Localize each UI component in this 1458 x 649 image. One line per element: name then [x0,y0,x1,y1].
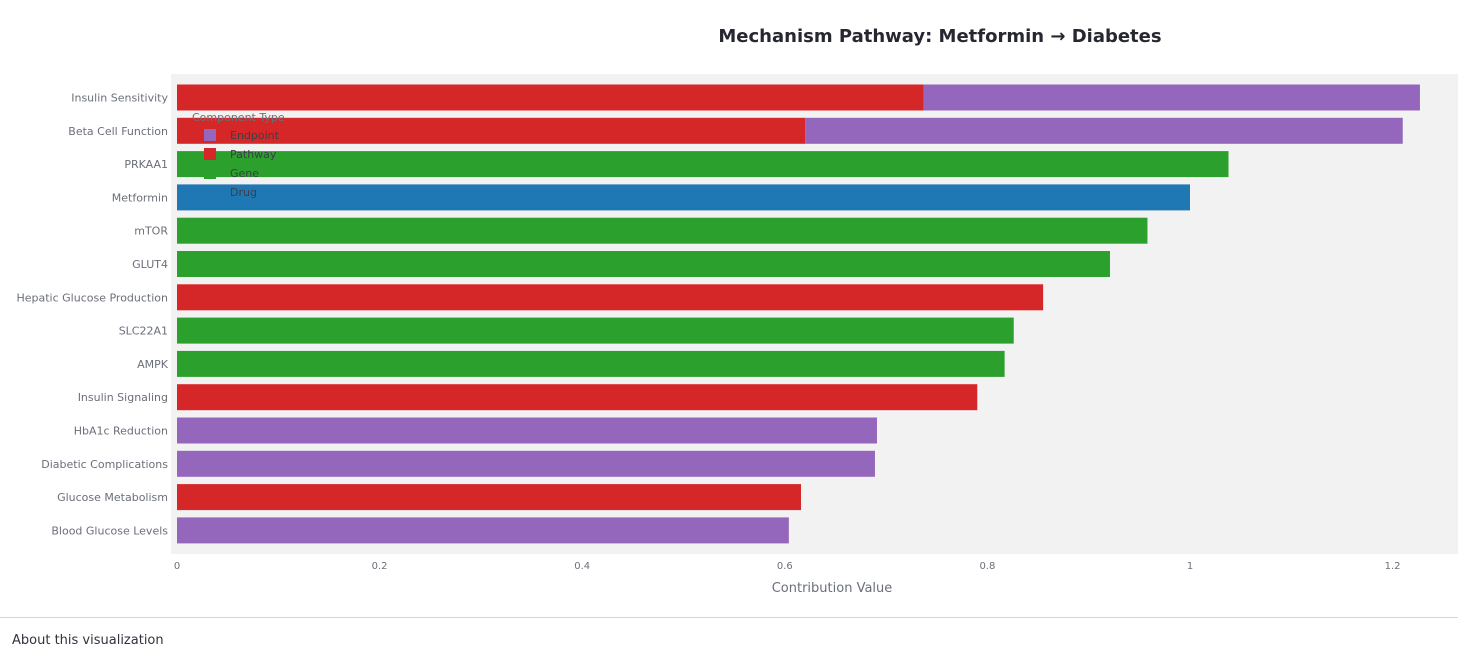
x-tick-label: 0 [174,561,180,572]
x-tick-label: 0.8 [979,561,995,572]
bar-hba1c-reduction-endpoint[interactable] [177,417,877,444]
legend-label-drug[interactable]: Drug [230,186,257,199]
legend-swatch-pathway[interactable] [204,148,216,160]
legend[interactable]: Component Type Endpoint Pathway Gene Drug [192,111,285,199]
bars [177,84,1420,544]
x-tick-label: 0.4 [574,561,590,572]
y-axis-tick-labels: Insulin Sensitivity Beta Cell Function PRK… [16,92,168,538]
bar-insulin-signaling-pathway[interactable] [177,384,978,411]
bar-beta-cell-function-endpoint[interactable] [805,117,1403,144]
x-tick-label: 1 [1187,561,1193,572]
bar-beta-cell-function-pathway[interactable] [177,117,806,144]
y-tick-label: Insulin Sensitivity [71,92,168,105]
y-tick-label: Metformin [112,191,168,204]
x-tick-label: 1.2 [1385,561,1401,572]
chart-title: Mechanism Pathway: Metformin → Diabetes [718,26,1161,47]
y-tick-label: GLUT4 [132,258,168,271]
bar-glucose-metabolism-pathway[interactable] [177,484,802,511]
bar-mtor-gene[interactable] [177,217,1148,244]
x-tick-label: 0.6 [777,561,793,572]
bar-insulin-sensitivity-pathway[interactable] [177,84,924,111]
bar-blood-glucose-levels-endpoint[interactable] [177,517,789,544]
legend-swatch-endpoint[interactable] [204,129,216,141]
about-visualization-expander[interactable]: About this visualization [12,633,164,648]
x-axis-title: Contribution Value [772,581,893,596]
bar-diabetic-complications-endpoint[interactable] [177,450,875,477]
legend-label-gene[interactable]: Gene [230,167,259,180]
bar-glut4-gene[interactable] [177,251,1110,277]
bar-ampk-gene[interactable] [177,350,1005,377]
x-tick-label: 0.2 [372,561,388,572]
bar-insulin-sensitivity-endpoint[interactable] [923,84,1420,111]
bar-chart: Mechanism Pathway: Metformin → Diabetes … [16,26,1458,596]
bar-prkaa1-gene[interactable] [177,151,1229,178]
x-axis-tick-labels: 0 0.2 0.4 0.6 0.8 1 1.2 [174,561,1401,572]
y-tick-label: Hepatic Glucose Production [16,291,168,304]
y-tick-label: SLC22A1 [119,325,168,338]
y-tick-label: PRKAA1 [124,158,168,171]
y-tick-label: Blood Glucose Levels [51,524,168,537]
legend-label-endpoint[interactable]: Endpoint [230,129,280,142]
y-tick-label: Glucose Metabolism [57,491,168,504]
divider [0,617,1458,618]
legend-swatch-drug[interactable] [204,186,216,198]
y-tick-label: Diabetic Complications [41,458,168,471]
legend-label-pathway[interactable]: Pathway [230,148,277,161]
y-tick-label: Beta Cell Function [68,125,168,138]
bar-metformin-drug[interactable] [177,184,1190,211]
y-tick-label: mTOR [134,225,168,238]
legend-swatch-gene[interactable] [204,167,216,179]
bar-hepatic-glucose-production-pathway[interactable] [177,284,1044,311]
bar-slc22a1-gene[interactable] [177,317,1014,344]
legend-title: Component Type [192,111,285,124]
y-tick-label: HbA1c Reduction [74,425,168,438]
y-tick-label: AMPK [137,358,169,371]
plot-area [171,74,1458,554]
y-tick-label: Insulin Signaling [78,391,168,404]
